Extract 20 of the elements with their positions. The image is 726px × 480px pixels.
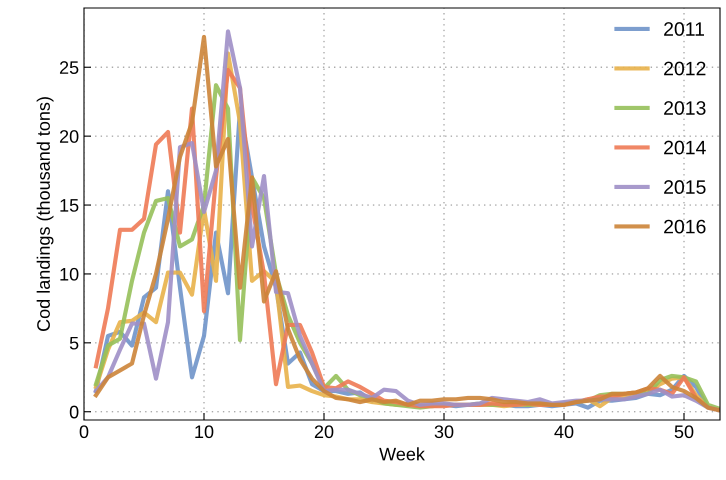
x-tick-label: 30 [434, 425, 454, 438]
legend-label: 2011 [664, 22, 704, 36]
legend-label: 2014 [664, 140, 706, 154]
x-tick-label: 20 [314, 425, 334, 438]
x-tick-label: 50 [674, 425, 694, 438]
y-tick-label: 25 [60, 61, 78, 74]
y-tick-label: 0 [70, 406, 78, 418]
x-tick-label: 10 [195, 425, 214, 438]
y-tick-label: 20 [60, 130, 78, 143]
y-axis-title: Cod landings (thousand tons) [36, 97, 54, 332]
y-tick-label: 10 [60, 268, 78, 281]
legend-label: 2016 [664, 220, 706, 234]
x-tick-label: 40 [554, 425, 574, 438]
x-axis-title: Week [379, 447, 425, 461]
y-tick-label: 15 [60, 199, 78, 212]
y-tick-label: 5 [70, 336, 78, 350]
x-tick-label: 0 [80, 425, 88, 438]
legend-label: 2012 [664, 62, 706, 76]
legend-label: 2013 [664, 101, 706, 115]
legend-label: 2015 [664, 180, 706, 194]
